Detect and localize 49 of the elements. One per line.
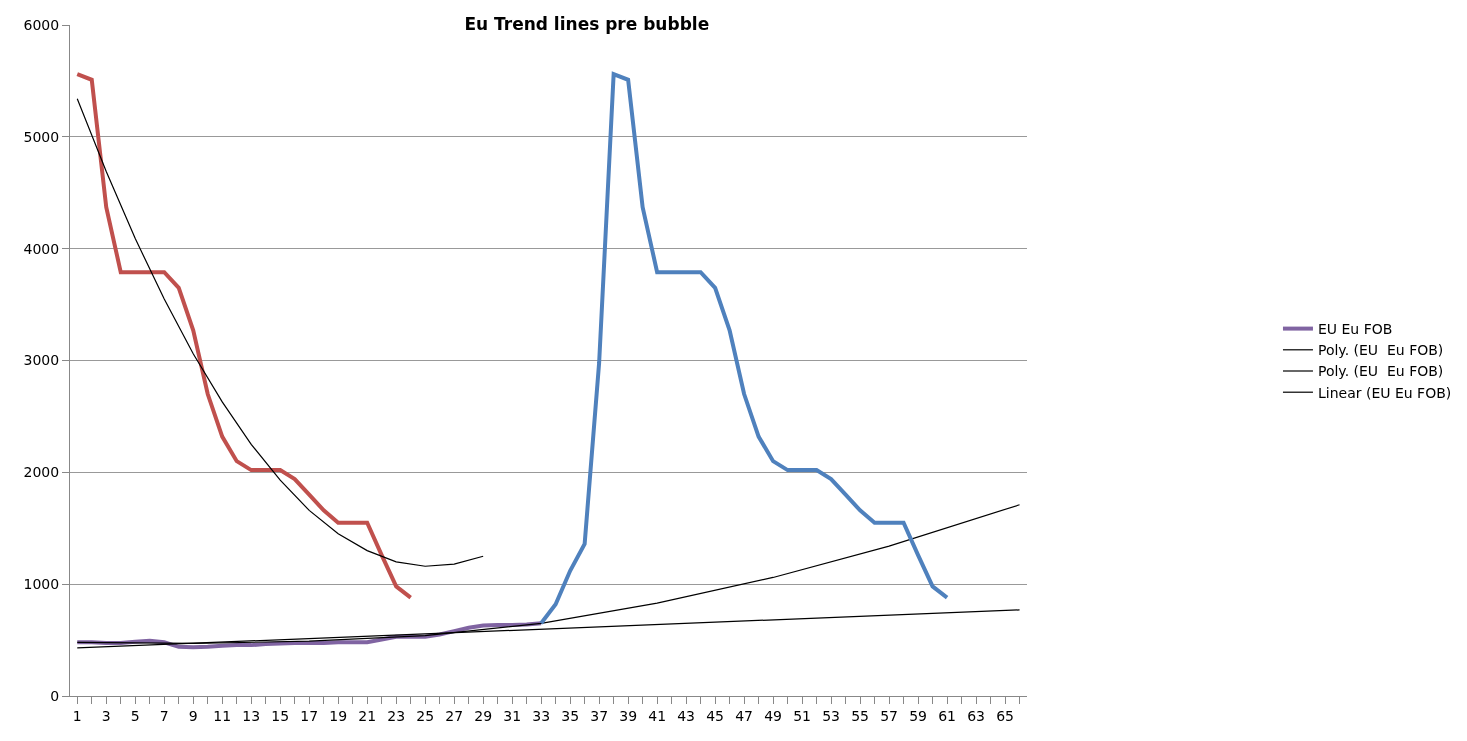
x-tick-label: 11 <box>213 707 232 724</box>
x-tick-label: 55 <box>851 707 869 724</box>
x-tick-label: 1 <box>72 707 82 724</box>
x-tick-label: 33 <box>532 707 551 724</box>
x-tick-label: 31 <box>503 707 522 724</box>
x-tick-label: 53 <box>822 707 840 724</box>
x-tick-label: 3 <box>101 707 111 724</box>
chart-title: Eu Trend lines pre bubble <box>464 14 710 35</box>
x-tick-label: 21 <box>358 707 377 724</box>
y-tick-label: 4000 <box>23 240 60 257</box>
x-tick-label: 47 <box>735 707 754 724</box>
x-tick-label: 23 <box>387 707 406 724</box>
x-tick-label: 19 <box>329 707 348 724</box>
x-tick-label: 13 <box>242 707 261 724</box>
x-tick-label: 43 <box>677 707 696 724</box>
y-tick-label: 0 <box>50 687 60 704</box>
legend-label: EU Eu FOB <box>1317 321 1393 338</box>
x-tick-label: 63 <box>967 707 985 724</box>
x-tick-label: 35 <box>561 707 580 724</box>
y-tick-label: 2000 <box>23 464 60 481</box>
legend-label: Poly. (EU Eu FOB) <box>1317 363 1444 380</box>
x-tick-label: 57 <box>880 707 898 724</box>
line-series <box>75 72 413 600</box>
x-tick-label: 25 <box>416 707 435 724</box>
x-tick-label: 15 <box>271 707 290 724</box>
x-tick-label: 61 <box>938 707 956 724</box>
y-tick-label: 5000 <box>23 128 60 145</box>
line-series <box>76 98 484 567</box>
legend-label: Linear (EU Eu FOB) <box>1317 384 1452 401</box>
x-tick-label: 59 <box>909 707 927 724</box>
x-tick-label: 7 <box>159 707 169 724</box>
x-tick-label: 37 <box>590 707 609 724</box>
x-tick-label: 17 <box>300 707 319 724</box>
x-tick-label: 45 <box>706 707 725 724</box>
x-tick-label: 27 <box>445 707 464 724</box>
x-tick-label: 51 <box>793 707 812 724</box>
x-tick-label: 65 <box>996 707 1014 724</box>
x-tick-label: 39 <box>619 707 638 724</box>
line-series <box>539 72 950 626</box>
line-series <box>76 504 1021 645</box>
x-tick-label: 49 <box>764 707 783 724</box>
x-tick-label: 41 <box>648 707 667 724</box>
x-tick-label: 29 <box>474 707 493 724</box>
y-tick-label: 6000 <box>23 16 60 33</box>
y-tick-label: 1000 <box>23 576 60 593</box>
y-tick-label: 3000 <box>23 352 60 369</box>
legend-label: Poly. (EU Eu FOB) <box>1317 342 1444 359</box>
x-tick-label: 5 <box>130 707 140 724</box>
x-tick-label: 9 <box>188 707 198 724</box>
